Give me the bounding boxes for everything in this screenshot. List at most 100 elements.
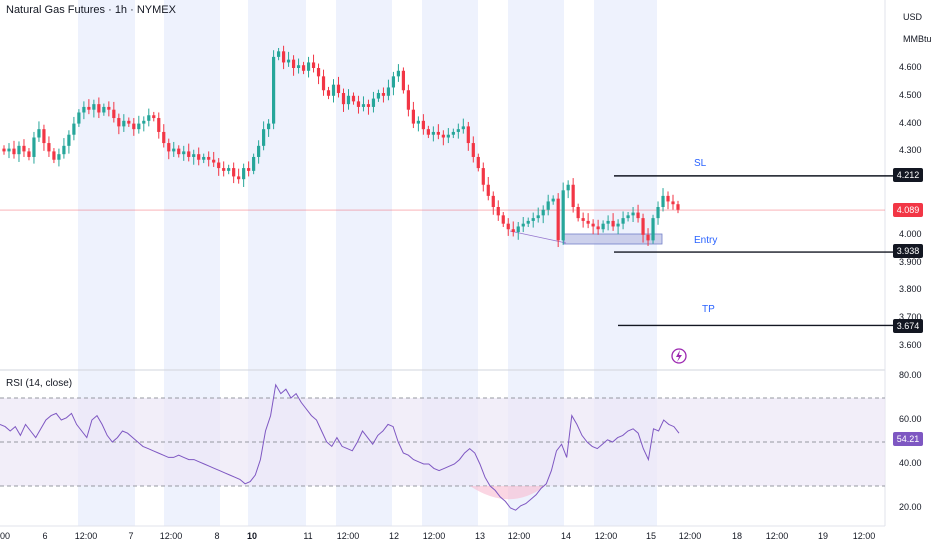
- candle-body: [406, 90, 410, 110]
- candle-body: [341, 93, 346, 105]
- candle-body: [252, 156, 256, 171]
- rsi-value-tag: 54.21: [893, 432, 923, 446]
- candle-body: [471, 143, 475, 157]
- candle-body: [461, 126, 465, 130]
- candle-body: [127, 120, 131, 124]
- candle-body: [137, 123, 141, 130]
- candle-body: [491, 195, 495, 207]
- time-tick: 10: [246, 531, 258, 541]
- candle-body: [172, 148, 176, 152]
- candle-body: [656, 207, 660, 219]
- level-lines: [0, 175, 893, 327]
- candle-body: [611, 220, 615, 227]
- candle-body: [227, 168, 231, 171]
- candle-body: [107, 106, 111, 110]
- candle-body: [52, 151, 56, 160]
- candle-body: [147, 115, 151, 121]
- candle-body: [566, 184, 570, 191]
- candle-body: [586, 220, 590, 224]
- candle-body: [92, 104, 96, 110]
- candle-body: [67, 134, 71, 146]
- candle-body: [371, 98, 376, 107]
- candle-body: [132, 123, 136, 130]
- candle-body: [516, 226, 520, 233]
- rsi-tick: 20.00: [899, 502, 922, 512]
- entry-label: Entry: [694, 235, 718, 246]
- currency-selector[interactable]: USD MMBtu: [903, 6, 932, 50]
- candle-body: [581, 218, 585, 221]
- time-tick: 18: [731, 531, 743, 541]
- time-tick: 6: [42, 531, 48, 541]
- candle-body: [187, 151, 191, 157]
- candle-body: [182, 151, 186, 155]
- candle-body: [32, 137, 36, 157]
- candle-body: [77, 112, 81, 124]
- tp-price-tag: 3.674: [893, 319, 923, 333]
- candle-body: [541, 209, 545, 216]
- candle-body: [376, 93, 381, 99]
- candle-body: [391, 76, 396, 88]
- time-tick: 7: [128, 531, 134, 541]
- candle-body: [521, 223, 525, 227]
- candle-body: [202, 156, 206, 160]
- price-tick: 3.600: [899, 340, 922, 350]
- candle-body: [556, 198, 560, 241]
- candle-body: [42, 129, 46, 144]
- candle-body: [481, 168, 485, 185]
- candle-body: [311, 62, 316, 68]
- candle-body: [366, 104, 371, 107]
- rsi-tick: 60.00: [899, 414, 922, 424]
- candle-body: [62, 145, 66, 155]
- rsi-tick: 40.00: [899, 458, 922, 468]
- rsi-band-area: [0, 397, 885, 487]
- candle-body: [27, 151, 31, 157]
- time-tick: 12:00: [74, 531, 98, 541]
- currency-label: USD: [903, 12, 923, 22]
- candle-body: [152, 115, 156, 119]
- candle-body: [291, 59, 296, 68]
- candle-body: [646, 234, 650, 241]
- candle-body: [122, 120, 126, 127]
- candle-body: [247, 168, 251, 171]
- candle-body: [296, 65, 301, 68]
- candle-body: [441, 134, 445, 138]
- candle-body: [466, 126, 470, 144]
- candle-body: [257, 145, 261, 157]
- candle-body: [37, 129, 41, 138]
- chart-title: Natural Gas Futures · 1h · NYMEX: [6, 4, 176, 16]
- candle-body: [571, 184, 575, 207]
- sl-price-tag: 4.212: [893, 168, 923, 182]
- candle-body: [561, 190, 565, 241]
- candle-body: [167, 143, 171, 152]
- rsi-line: [0, 383, 680, 511]
- candlestick-series: [2, 45, 680, 248]
- candle-body: [12, 148, 16, 155]
- candle-body: [157, 118, 161, 132]
- candle-body: [651, 218, 655, 241]
- candle-body: [456, 129, 460, 132]
- candle-body: [436, 131, 440, 135]
- price-tick: 4.500: [899, 89, 922, 100]
- candle-body: [306, 62, 311, 71]
- candle-body: [2, 148, 6, 152]
- candle-body: [591, 223, 595, 227]
- candle-body: [616, 223, 620, 227]
- candle-body: [97, 104, 101, 113]
- candle-body: [47, 143, 51, 152]
- candle-body: [486, 184, 490, 196]
- chart-decor: [671, 348, 687, 364]
- candle-body: [386, 87, 391, 96]
- lightning-icon: [671, 348, 687, 364]
- candle-body: [281, 51, 286, 63]
- time-tick: 12: [388, 531, 400, 541]
- candle-body: [506, 223, 510, 230]
- candle-body: [232, 168, 236, 177]
- candle-body: [641, 218, 645, 235]
- candle-body: [112, 109, 116, 119]
- candle-body: [421, 120, 425, 130]
- candle-body: [207, 156, 211, 160]
- candle-body: [446, 134, 450, 138]
- candle-body: [316, 68, 321, 77]
- candle-body: [197, 154, 201, 160]
- candle-body: [267, 123, 271, 130]
